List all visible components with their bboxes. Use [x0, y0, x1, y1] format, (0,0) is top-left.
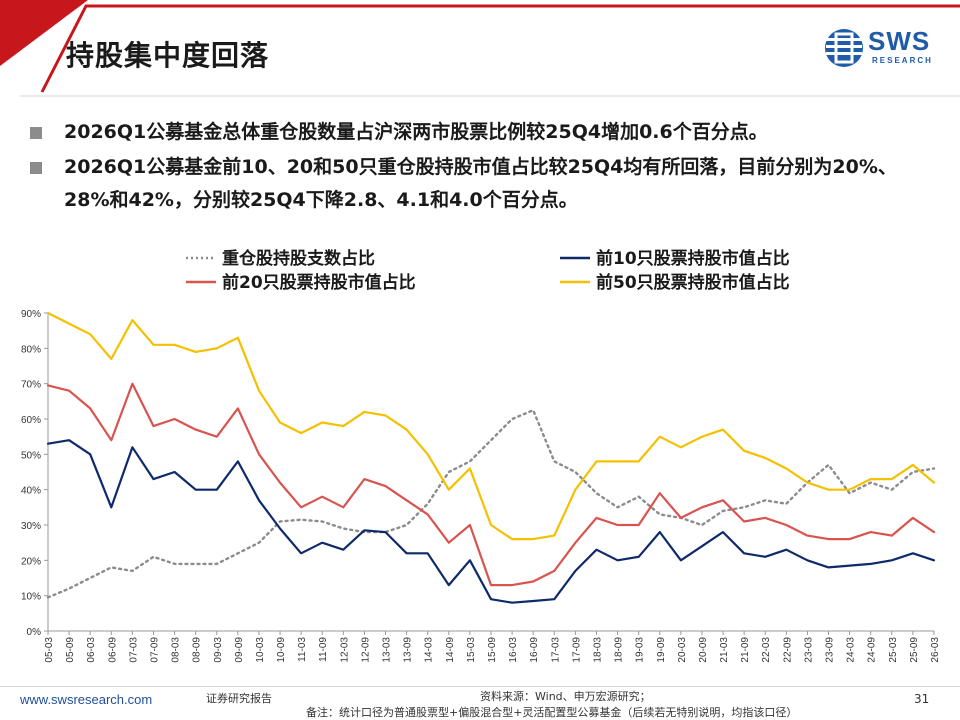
x-tick-label: 19-03: [635, 637, 646, 663]
title-decoration: [0, 0, 960, 97]
series-line-3: [46, 382, 936, 587]
x-tick-label: 16-09: [529, 637, 540, 663]
red-frame-line: [40, 4, 960, 93]
bullet-square-icon: [30, 162, 42, 174]
red-corner-accent: [0, 0, 88, 66]
y-tick-label: 0%: [27, 627, 42, 638]
x-tick-label: 12-03: [339, 637, 350, 663]
x-tick-label: 11-03: [297, 637, 308, 662]
x-tick-label: 22-09: [782, 637, 793, 663]
logo-subtext: RESEARCH: [872, 56, 933, 65]
x-tick-label: 14-09: [445, 637, 456, 663]
y-tick-label: 40%: [21, 486, 41, 497]
x-tick-label: 09-09: [234, 637, 245, 663]
x-tick-label: 10-09: [276, 637, 287, 663]
x-tick-label: 18-09: [614, 637, 625, 663]
page-title: 持股集中度回落: [66, 39, 270, 72]
x-tick-label: 18-03: [592, 637, 603, 663]
x-tick-label: 24-09: [867, 637, 878, 663]
x-tick-label: 24-03: [846, 637, 857, 663]
x-tick-label: 07-03: [128, 637, 139, 663]
y-tick-label: 20%: [21, 556, 41, 567]
x-tick-label: 25-03: [888, 637, 899, 663]
legend-label: 前20只股票持股市值占比: [222, 272, 416, 293]
x-tick-label: 25-09: [909, 637, 920, 663]
footer-divider: [0, 686, 960, 687]
x-tick-label: 23-09: [825, 637, 836, 663]
series-line-2: [46, 439, 936, 604]
x-tick-label: 08-09: [192, 637, 203, 663]
legend-label: 前50只股票持股市值占比: [596, 272, 790, 293]
x-tick-label: 16-03: [508, 637, 519, 663]
y-tick-label: 80%: [21, 344, 41, 355]
x-tick-label: 20-03: [677, 637, 688, 663]
bullet-list: 2026Q1公募基金总体重仓股数量占沪深两市股票比例较25Q4增加0.6个百分点…: [22, 116, 942, 219]
x-tick-label: 05-03: [44, 637, 55, 663]
bullet-text: 2026Q1公募基金总体重仓股数量占沪深两市股票比例较25Q4增加0.6个百分点…: [64, 121, 768, 143]
x-tick-label: 21-09: [740, 637, 751, 663]
page-number: 31: [914, 692, 930, 706]
x-tick-label: 13-03: [382, 637, 393, 663]
x-tick-label: 17-03: [550, 637, 561, 663]
y-tick-label: 30%: [21, 521, 41, 532]
x-tick-label: 07-09: [149, 637, 160, 663]
footer-source: 资料来源：Wind、申万宏源研究；: [480, 690, 651, 703]
x-tick-label: 06-03: [86, 637, 97, 663]
x-tick-label: 15-03: [466, 637, 477, 663]
x-tick-label: 11-09: [318, 637, 329, 662]
line-chart: 0% 10% 20% 30% 40% 50% 60% 70% 80% 90% 05-03 05-09 0…: [21, 248, 941, 663]
x-tick-label: 14-03: [424, 637, 435, 663]
legend-label: 前10只股票持股市值占比: [596, 248, 790, 269]
x-tick-label: 23-03: [803, 637, 814, 663]
x-tick-label: 19-09: [656, 637, 667, 663]
x-tick-label: 17-09: [571, 637, 582, 663]
x-tick-label: 21-03: [719, 637, 730, 663]
footer-label: 证券研究报告: [206, 692, 272, 705]
x-tick-label: 22-03: [761, 637, 772, 663]
x-tick-label: 08-03: [171, 637, 182, 663]
series-line-1: [46, 408, 936, 599]
legend-label: 重仓股持股支数占比: [222, 248, 375, 269]
footer-note: 备注：统计口径为普通股票型+偏股混合型+灵活配置型公募基金（后续若无特别说明，均…: [306, 706, 798, 719]
y-tick-label: 70%: [21, 380, 41, 391]
x-tick-label: 09-03: [213, 637, 224, 663]
y-tick-label: 90%: [21, 309, 41, 320]
x-tick-label: 13-09: [403, 637, 414, 663]
x-tick-label: 15-09: [487, 637, 498, 663]
bullet-item: 2026Q1公募基金总体重仓股数量占沪深两市股票比例较25Q4增加0.6个百分点…: [22, 116, 942, 149]
sws-logo: SWS RESEARCH: [822, 26, 942, 70]
sws-logo-icon: [825, 29, 863, 67]
x-tick-label: 26-03: [930, 637, 941, 663]
bullet-item: 2026Q1公募基金前10、20和50只重仓股持股市值占比较25Q4均有所回落，…: [22, 151, 942, 217]
bullet-text: 2026Q1公募基金前10、20和50只重仓股持股市值占比较25Q4均有所回落，…: [64, 156, 897, 211]
x-tick-label: 10-03: [255, 637, 266, 663]
x-tick-label: 05-09: [65, 637, 76, 663]
x-tick-label: 06-09: [107, 637, 118, 663]
x-tick-label: 12-09: [360, 637, 371, 663]
footer-url[interactable]: www.swsresearch.com: [20, 692, 153, 707]
series-line-4: [46, 311, 936, 541]
title-bar: 持股集中度回落 SWS RESEARCH: [0, 0, 960, 100]
y-tick-label: 10%: [21, 592, 41, 603]
y-tick-label: 50%: [21, 450, 41, 461]
logo-text: SWS: [868, 26, 931, 56]
x-tick-label: 20-09: [698, 637, 709, 663]
y-tick-label: 60%: [21, 415, 41, 426]
bullet-square-icon: [30, 127, 42, 139]
